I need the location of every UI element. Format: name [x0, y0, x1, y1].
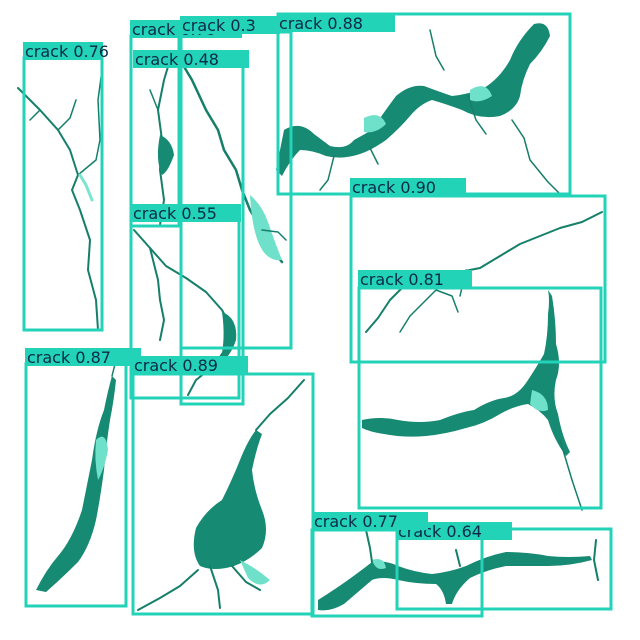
- label-d4: crack 0.3: [180, 16, 280, 35]
- label-d11: crack 0.77: [312, 512, 428, 531]
- bbox-d8: [357, 286, 603, 510]
- label-d7: crack 0.90: [350, 178, 466, 197]
- label-d10: crack 0.89: [132, 356, 248, 375]
- label-d9: crack 0.87: [25, 348, 141, 367]
- label-d1: crack 0.76: [23, 42, 109, 61]
- label-text-d7: crack 0.90: [352, 178, 436, 197]
- label-text-d5: crack 0.88: [279, 14, 363, 33]
- bbox-d10: [131, 372, 315, 616]
- label-text-d10: crack 0.89: [134, 356, 218, 375]
- label-text-d9: crack 0.87: [27, 348, 111, 367]
- label-text-d8: crack 0.81: [360, 270, 444, 289]
- label-d3: crack 0.48: [133, 50, 249, 69]
- label-text-d3: crack 0.48: [135, 50, 219, 69]
- detection-labels: crack 0.76 crack 0.70 crack 0.3 crack 0.…: [23, 14, 512, 541]
- bbox-d3: [179, 64, 245, 406]
- bbox-d7: [349, 194, 607, 364]
- label-text-d4: crack 0.3: [182, 16, 256, 35]
- crack-drawings: [17, 23, 603, 611]
- label-text-d1: crack 0.76: [25, 42, 109, 61]
- label-d6: crack 0.55: [131, 204, 241, 223]
- label-text-d11: crack 0.77: [314, 512, 398, 531]
- label-d5: crack 0.88: [277, 14, 395, 33]
- label-d8: crack 0.81: [358, 270, 472, 289]
- bbox-d4: [179, 30, 293, 350]
- bbox-d12: [395, 527, 613, 611]
- label-text-d6: crack 0.55: [133, 204, 217, 223]
